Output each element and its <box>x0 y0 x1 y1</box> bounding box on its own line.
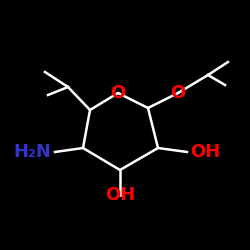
Text: H₂N: H₂N <box>13 143 51 161</box>
Text: OH: OH <box>190 143 220 161</box>
Text: OH: OH <box>105 186 135 204</box>
Text: O: O <box>110 84 126 102</box>
Text: O: O <box>170 84 186 102</box>
